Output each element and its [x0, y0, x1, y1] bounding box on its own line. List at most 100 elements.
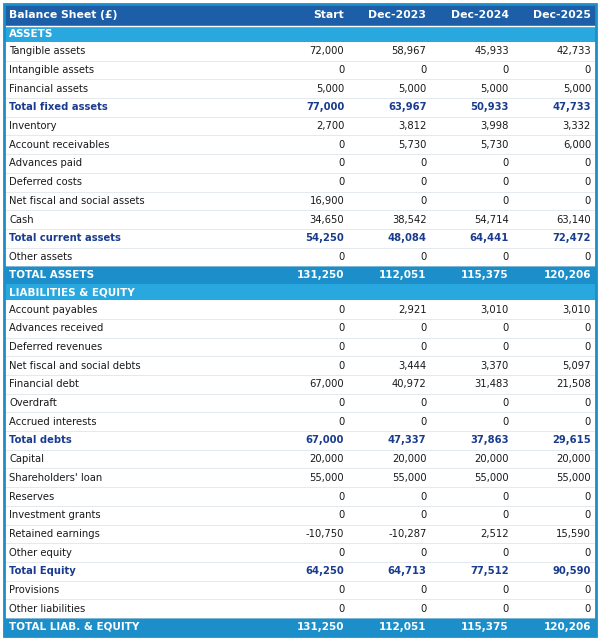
Text: 3,370: 3,370: [481, 361, 509, 371]
Text: 0: 0: [585, 604, 591, 614]
Text: Accrued interests: Accrued interests: [9, 417, 97, 427]
Text: 2,512: 2,512: [480, 529, 509, 539]
Text: 0: 0: [502, 342, 509, 352]
Text: 0: 0: [502, 196, 509, 206]
Text: 90,590: 90,590: [553, 566, 591, 576]
Text: Tangible assets: Tangible assets: [9, 46, 85, 56]
Text: 58,967: 58,967: [392, 46, 427, 56]
Text: Intangible assets: Intangible assets: [9, 65, 94, 75]
Text: 112,051: 112,051: [379, 622, 427, 632]
Text: Investment grants: Investment grants: [9, 510, 101, 520]
Text: Start: Start: [313, 10, 344, 20]
Text: 0: 0: [338, 342, 344, 352]
Text: 0: 0: [585, 417, 591, 427]
Text: 5,000: 5,000: [316, 84, 344, 93]
Text: 0: 0: [585, 585, 591, 595]
Text: 0: 0: [420, 159, 427, 168]
Text: 0: 0: [420, 604, 427, 614]
Text: 0: 0: [502, 492, 509, 502]
Text: 5,730: 5,730: [481, 140, 509, 150]
Text: 0: 0: [420, 585, 427, 595]
Bar: [4, 173, 596, 191]
Text: 0: 0: [338, 159, 344, 168]
Text: Other liabilities: Other liabilities: [9, 604, 85, 614]
Text: 0: 0: [502, 604, 509, 614]
Text: 0: 0: [338, 305, 344, 315]
Text: 0: 0: [502, 510, 509, 520]
Text: 0: 0: [502, 177, 509, 187]
Text: 20,000: 20,000: [392, 454, 427, 464]
Text: 0: 0: [502, 417, 509, 427]
Text: Financial debt: Financial debt: [9, 380, 79, 389]
Text: 0: 0: [338, 140, 344, 150]
Text: Dec-2023: Dec-2023: [368, 10, 427, 20]
Bar: [4, 525, 596, 543]
Text: 0: 0: [338, 510, 344, 520]
Text: 0: 0: [585, 177, 591, 187]
Text: 63,967: 63,967: [388, 102, 427, 113]
Text: Reserves: Reserves: [9, 492, 54, 502]
Text: Dec-2025: Dec-2025: [533, 10, 591, 20]
Text: Deferred revenues: Deferred revenues: [9, 342, 102, 352]
Text: 45,933: 45,933: [474, 46, 509, 56]
Text: 0: 0: [338, 252, 344, 262]
Text: Cash: Cash: [9, 214, 34, 225]
Bar: [4, 154, 596, 173]
Text: 0: 0: [585, 252, 591, 262]
Text: 0: 0: [338, 604, 344, 614]
Text: Total Equity: Total Equity: [9, 566, 76, 576]
Bar: [4, 300, 596, 319]
Bar: [4, 562, 596, 580]
Text: 6,000: 6,000: [563, 140, 591, 150]
Text: 16,900: 16,900: [310, 196, 344, 206]
Text: 131,250: 131,250: [296, 270, 344, 280]
Bar: [4, 394, 596, 412]
Text: Other equity: Other equity: [9, 548, 72, 557]
Bar: [4, 266, 596, 284]
Text: 20,000: 20,000: [310, 454, 344, 464]
Text: TOTAL LIAB. & EQUITY: TOTAL LIAB. & EQUITY: [9, 622, 139, 632]
Text: 0: 0: [420, 398, 427, 408]
Text: 21,508: 21,508: [556, 380, 591, 389]
Text: 0: 0: [338, 361, 344, 371]
Bar: [4, 98, 596, 116]
Bar: [4, 136, 596, 154]
Text: Financial assets: Financial assets: [9, 84, 88, 93]
Text: 120,206: 120,206: [544, 270, 591, 280]
Text: 48,084: 48,084: [388, 233, 427, 243]
Text: 0: 0: [338, 398, 344, 408]
Text: 55,000: 55,000: [310, 473, 344, 483]
Bar: [4, 210, 596, 229]
Text: 50,933: 50,933: [470, 102, 509, 113]
Text: 0: 0: [585, 398, 591, 408]
Text: Account receivables: Account receivables: [9, 140, 110, 150]
Text: 42,733: 42,733: [556, 46, 591, 56]
Text: ASSETS: ASSETS: [9, 29, 53, 39]
Text: 0: 0: [420, 65, 427, 75]
Text: Advances paid: Advances paid: [9, 159, 82, 168]
Text: 0: 0: [338, 323, 344, 333]
Text: 5,000: 5,000: [398, 84, 427, 93]
Bar: [4, 61, 596, 79]
Text: 112,051: 112,051: [379, 270, 427, 280]
Bar: [4, 116, 596, 136]
Bar: [4, 580, 596, 599]
Text: 64,250: 64,250: [305, 566, 344, 576]
Text: 64,441: 64,441: [469, 233, 509, 243]
Bar: [4, 412, 596, 431]
Bar: [4, 248, 596, 266]
Bar: [4, 79, 596, 98]
Text: 31,483: 31,483: [474, 380, 509, 389]
Bar: [4, 506, 596, 525]
Bar: [4, 468, 596, 487]
Text: 55,000: 55,000: [556, 473, 591, 483]
Text: TOTAL ASSETS: TOTAL ASSETS: [9, 270, 94, 280]
Bar: [4, 191, 596, 210]
Text: 47,733: 47,733: [553, 102, 591, 113]
Text: Inventory: Inventory: [9, 121, 56, 131]
Text: 0: 0: [338, 417, 344, 427]
Text: 34,650: 34,650: [310, 214, 344, 225]
Text: Shareholders' loan: Shareholders' loan: [9, 473, 102, 483]
Text: 20,000: 20,000: [557, 454, 591, 464]
Bar: [4, 599, 596, 618]
